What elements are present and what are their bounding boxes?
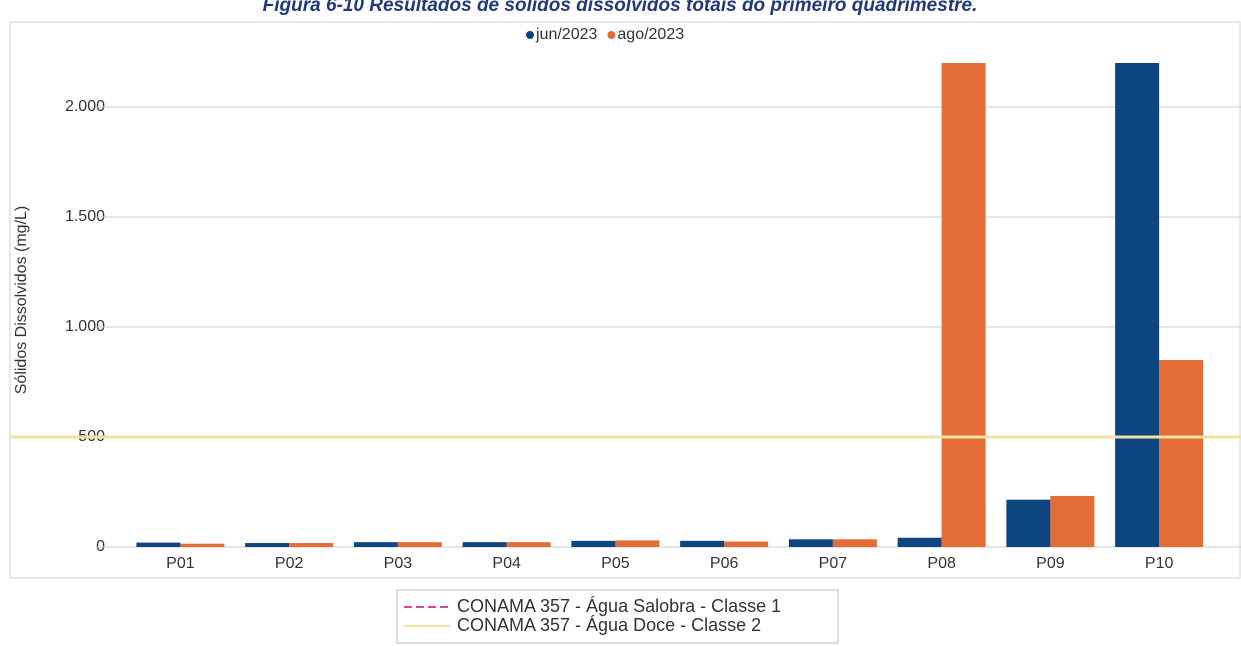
y-axis-label: Sólidos Dissolvidos (mg/L): [13, 206, 30, 395]
y-tick-label: 1.000: [65, 318, 105, 335]
bar: [941, 63, 986, 547]
x-tick-label: P09: [1036, 555, 1065, 572]
bar: [353, 542, 398, 547]
bar: [788, 539, 833, 547]
chart-title: Figura 6-10 Resultados de sólidos dissol…: [263, 0, 978, 16]
bar: [832, 539, 877, 547]
x-tick-label: P05: [601, 555, 630, 572]
bar: [571, 540, 616, 547]
x-tick-label: P10: [1145, 555, 1174, 572]
legend-label: ago/2023: [617, 26, 684, 43]
reference-legend-box: [396, 589, 839, 644]
bar: [897, 537, 942, 547]
bar: [680, 540, 725, 547]
x-tick-label: P07: [819, 555, 848, 572]
legend-marker: [607, 31, 616, 39]
bar: [289, 543, 334, 547]
reference-legend-label: CONAMA 357 - Água Salobra - Classe 1: [457, 596, 781, 616]
bar: [506, 542, 551, 547]
bar: [724, 541, 769, 547]
bar: [397, 542, 442, 547]
bar: [1006, 499, 1051, 547]
bar: [615, 540, 660, 547]
bar: [462, 542, 507, 547]
x-tick-label: P06: [710, 555, 739, 572]
x-tick-label: P03: [384, 555, 413, 572]
x-tick-label: P08: [927, 555, 956, 572]
chart-frame: [9, 21, 1241, 579]
y-tick-label: 1.500: [65, 208, 105, 225]
bar: [1159, 360, 1204, 547]
y-tick-label: 2.000: [65, 98, 105, 115]
bar: [245, 543, 290, 547]
legend-label: jun/2023: [535, 26, 597, 43]
bar: [136, 542, 181, 547]
x-tick-label: P04: [492, 555, 521, 572]
x-tick-label: P01: [166, 555, 195, 572]
bar: [1115, 63, 1160, 547]
reference-legend-label: CONAMA 357 - Água Doce - Classe 2: [457, 615, 761, 635]
bar: [180, 543, 225, 547]
x-tick-label: P02: [275, 555, 304, 572]
legend-marker: [526, 31, 534, 39]
bar: [1050, 495, 1095, 547]
